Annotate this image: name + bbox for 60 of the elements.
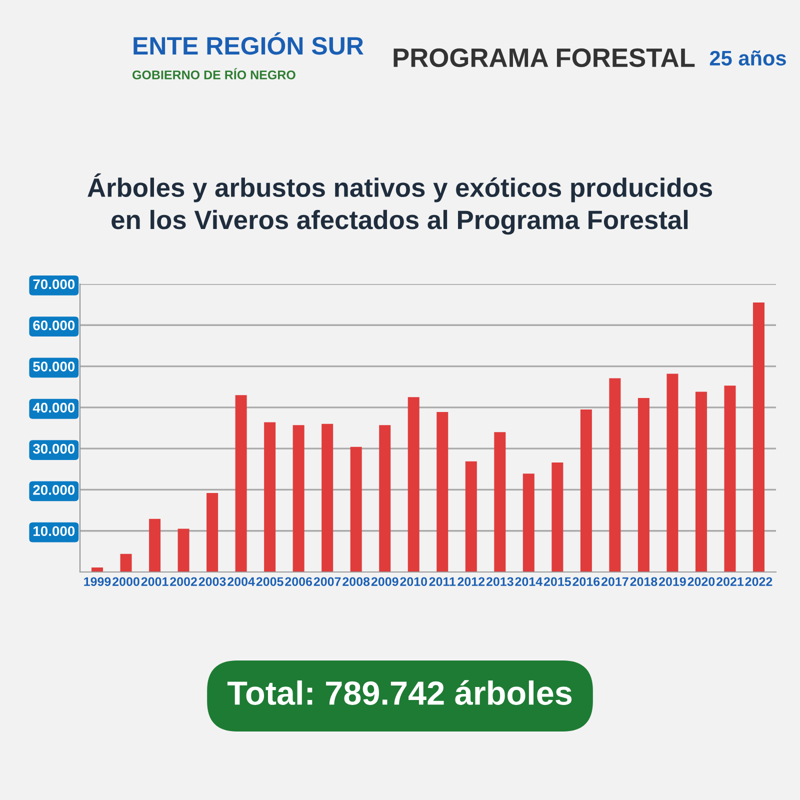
x-tick-label: 2007 [314,577,341,586]
x-tick-label: 2013 [486,577,514,586]
x-tick-label: 2005 [256,577,284,586]
bar [724,386,736,572]
text: GOBIERNO DE RÍO NEGRO [132,68,296,80]
x-tick-label: 2019 [658,577,686,586]
bar [264,422,276,572]
x-tick-label: 2009 [371,577,398,586]
bar [178,528,190,572]
x-tick-label: 1999 [84,577,111,586]
bar [609,378,621,572]
y-tick-label: 70.000 [33,279,75,290]
x-tick-label: 2000 [112,577,140,586]
bar [552,462,564,572]
bar [666,374,678,572]
bar [350,446,362,572]
x-tick-label: 2011 [429,577,456,586]
text: ENTE REGIÓN SUR [134,32,364,55]
x-tick-label: 2010 [400,577,428,586]
bar [149,518,161,572]
bar [522,474,534,572]
x-tick-label: 2012 [458,577,485,586]
y-tick-label: 20.000 [33,485,75,495]
bar [292,425,304,572]
x-tick-label: 2020 [688,577,715,586]
y-tick-label: 10.000 [34,526,75,536]
bar [206,493,218,572]
bar [695,392,707,572]
x-tick-label: 2001 [141,577,168,586]
bar [235,395,247,572]
x-tick-label: 2018 [630,577,658,586]
x-tick-label: 2014 [515,577,542,586]
bar [322,424,334,572]
text: PROGRAMA FORESTAL [394,48,695,68]
x-tick-label: 2002 [170,577,197,586]
chart-title: Árboles y arbustos nativos y exóticos producidos en los Viveros afectados al Programa Forestal [88,173,712,235]
y-tick-label: 50.000 [33,362,75,372]
x-tick-label: 2008 [342,577,370,586]
bar [638,398,650,572]
bar [580,409,592,572]
x-tick-label: 2004 [228,577,255,586]
x-tick-label: 2006 [285,577,312,586]
bar [752,302,764,572]
x-tick-label: 2017 [601,577,628,586]
text: Total: 789.742 árboles [227,680,572,705]
bar [120,554,132,572]
bar [379,425,391,572]
x-tick-label: 2021 [716,577,744,586]
x-tick-label: 2015 [544,577,571,586]
y-tick-label: 40.000 [32,402,75,413]
bar [408,397,420,572]
x-tick-label: 2022 [745,577,772,586]
x-tick-label: 2003 [198,577,226,586]
bar [436,412,448,572]
bar [465,461,477,572]
y-tick-label: 60.000 [33,320,75,330]
bar [494,432,506,572]
y-tick-label: 30.000 [32,444,75,454]
text: 25 años [710,50,786,66]
x-tick-label: 2016 [572,577,600,586]
